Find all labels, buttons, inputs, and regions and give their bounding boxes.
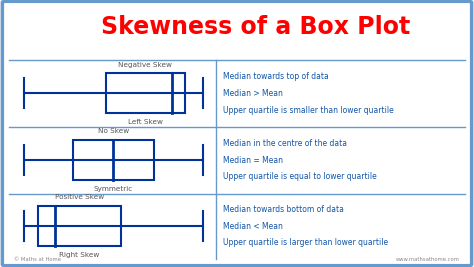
Text: No Skew: No Skew bbox=[98, 128, 129, 134]
Bar bbox=[73, 140, 154, 180]
Text: Median towards bottom of data: Median towards bottom of data bbox=[223, 205, 344, 214]
Text: Median < Mean: Median < Mean bbox=[223, 222, 283, 231]
Text: Upper quartile is smaller than lower quartile: Upper quartile is smaller than lower qua… bbox=[223, 106, 393, 115]
Text: Median > Mean: Median > Mean bbox=[223, 89, 283, 98]
Text: www.mathsathome.com: www.mathsathome.com bbox=[396, 257, 460, 262]
Text: Positive Skew: Positive Skew bbox=[55, 194, 104, 200]
Text: Median = Mean: Median = Mean bbox=[223, 156, 283, 165]
Text: Symmetric: Symmetric bbox=[94, 186, 133, 192]
Text: Skewness of a Box Plot: Skewness of a Box Plot bbox=[101, 15, 410, 39]
Text: © Maths at Home: © Maths at Home bbox=[14, 257, 61, 262]
Text: Negative Skew: Negative Skew bbox=[118, 62, 173, 68]
Bar bbox=[37, 206, 121, 246]
Text: Upper quartile is larger than lower quartile: Upper quartile is larger than lower quar… bbox=[223, 238, 388, 247]
Text: Left Skew: Left Skew bbox=[128, 119, 163, 125]
Text: Upper quartile is equal to lower quartile: Upper quartile is equal to lower quartil… bbox=[223, 172, 376, 181]
Text: Median towards top of data: Median towards top of data bbox=[223, 72, 328, 81]
Bar bbox=[106, 73, 185, 113]
Text: Median in the centre of the data: Median in the centre of the data bbox=[223, 139, 347, 148]
Text: Right Skew: Right Skew bbox=[59, 252, 100, 258]
